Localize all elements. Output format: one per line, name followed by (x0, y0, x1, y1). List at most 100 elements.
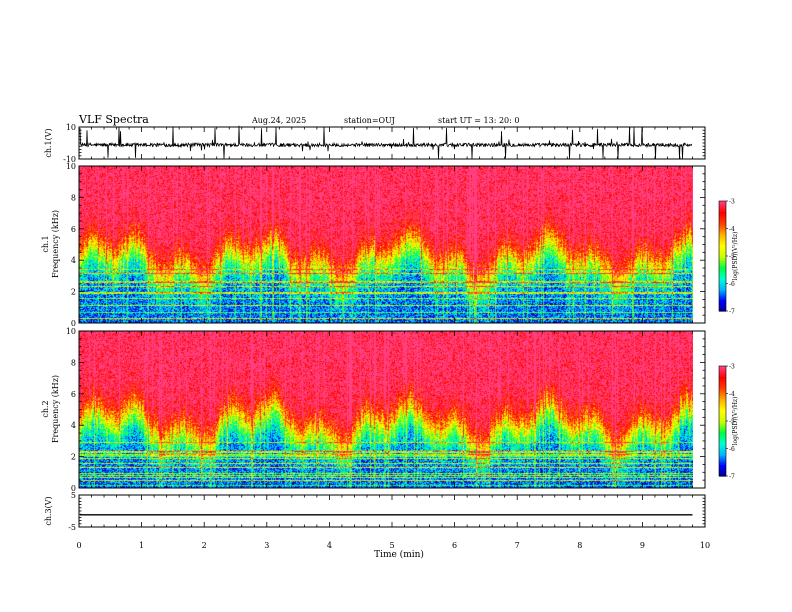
station-label: station=OUJ (344, 116, 395, 125)
colorbar-segment (719, 380, 726, 384)
colorbar-segment (719, 371, 726, 374)
y-tick-label: 4 (71, 421, 76, 430)
colorbar-segment (719, 433, 726, 437)
ch2-spectrogram-panel: 0 2 4 6 8 10 ch.2 Frequency (kHz) (41, 327, 706, 493)
y-tick-label: 10 (66, 162, 76, 171)
colorbar-segment (719, 270, 726, 274)
colorbar-segment (719, 289, 726, 292)
colorbar-segment (719, 235, 726, 239)
colorbar-segment (719, 261, 726, 264)
colorbar-segment (719, 228, 726, 231)
colorbar-segment (719, 254, 726, 257)
colorbar-segment (719, 397, 726, 400)
x-tick-label: 1 (139, 541, 144, 550)
colorbar-segment (719, 208, 726, 211)
x-tick-label: 0 (76, 541, 81, 550)
colorbar-segment (719, 252, 726, 255)
colorbar-segment (719, 215, 726, 219)
colorbar-segment (719, 272, 726, 275)
colorbar-segment (719, 454, 726, 457)
colorbar-tick-label: -6 (729, 446, 735, 453)
colorbar-segment (719, 417, 726, 420)
colorbar-tick-label: -7 (729, 309, 735, 316)
figure-title: VLF Spectra (78, 113, 149, 126)
colorbar-segment (719, 298, 726, 301)
colorbar-segment (719, 213, 726, 217)
y-tick-label: 2 (71, 453, 76, 462)
colorbar-segment (719, 281, 726, 285)
colorbar-segment (719, 437, 726, 440)
colorbar-segment (719, 455, 726, 459)
colorbar-segment (719, 378, 726, 382)
colorbar-segment (719, 223, 726, 226)
ch2-colorbar: -7 -6 -5 -4 -3 log(PSD)(V²/Hz) (718, 364, 739, 481)
ch1-spectrogram-ylabel-freq: Frequency (kHz) (51, 210, 60, 278)
colorbar-segment (719, 448, 726, 451)
colorbar-segment (719, 237, 726, 241)
colorbar-segment (719, 413, 726, 417)
ch2-spectrogram-ylabel-channel: ch.2 (41, 400, 50, 417)
colorbar-segment (719, 443, 726, 446)
colorbar-segment (719, 446, 726, 450)
colorbar-tick-label: -5 (729, 254, 735, 261)
colorbar-segment (719, 444, 726, 448)
colorbar-segment (719, 285, 726, 288)
colorbar-segment (719, 395, 726, 398)
colorbar-segment (719, 466, 726, 470)
colorbar-segment (719, 307, 726, 310)
x-tick-label: 7 (515, 541, 520, 550)
colorbar-segment (719, 400, 726, 404)
x-tick-label: 5 (389, 541, 394, 550)
colorbar-segment (719, 450, 726, 453)
colorbar-segment (719, 461, 726, 464)
start-ut-label: start UT = 13: 20: 0 (438, 116, 519, 125)
colorbar-segment (719, 389, 726, 393)
y-tick-label: 8 (71, 358, 76, 367)
x-tick-label: 10 (700, 541, 710, 550)
colorbar-tick-label: -4 (729, 226, 735, 233)
colorbar-segment (719, 384, 726, 387)
colorbar-segment (719, 287, 726, 290)
colorbar-segment (719, 369, 726, 373)
colorbar-segment (719, 243, 726, 246)
colorbar-segment (719, 393, 726, 396)
colorbar-label: log(PSD)(V²/Hz) (732, 397, 739, 446)
colorbar-segment (719, 226, 726, 230)
y-tick-label: 8 (71, 193, 76, 202)
ch1-spectrogram-image (79, 166, 693, 323)
colorbar-segment (719, 402, 726, 406)
colorbar-segment (719, 421, 726, 424)
colorbar-segment (719, 305, 726, 308)
colorbar-segment (719, 435, 726, 439)
colorbar-segment (719, 257, 726, 261)
y-tick-label: 10 (66, 123, 76, 132)
colorbar-segment (719, 268, 726, 272)
ch1-colorbar: -7 -6 -5 -4 -3 log(PSD)(V²/Hz) (718, 199, 739, 316)
colorbar-segment (719, 278, 726, 281)
x-tick-label: 2 (202, 541, 207, 550)
ch2-spectrogram-image (79, 331, 693, 488)
colorbar-segment (719, 230, 726, 233)
x-axis-label: Time (min) (374, 549, 424, 560)
colorbar-tick-label: -4 (729, 391, 735, 398)
y-tick-label: 6 (71, 390, 76, 399)
colorbar-segment (719, 224, 726, 228)
colorbar-segment (719, 377, 726, 380)
ch1-waveform-panel: -10 10 ch.1(V) (44, 123, 706, 164)
colorbar-segment (719, 439, 726, 442)
colorbar-segment (719, 465, 726, 468)
colorbar-segment (719, 470, 726, 473)
x-tick-label: 6 (452, 541, 457, 550)
colorbar-segment (719, 432, 726, 435)
colorbar-segment (719, 386, 726, 389)
colorbar-segment (719, 283, 726, 286)
colorbar-segment (719, 422, 726, 426)
colorbar-segment (719, 309, 726, 312)
ch3-waveform-ylabel: ch.3(V) (44, 496, 53, 525)
colorbar-segment (719, 415, 726, 418)
y-tick-label: 2 (71, 288, 76, 297)
colorbar-segment (719, 259, 726, 263)
colorbar-segment (719, 221, 726, 224)
colorbar-segment (719, 388, 726, 391)
